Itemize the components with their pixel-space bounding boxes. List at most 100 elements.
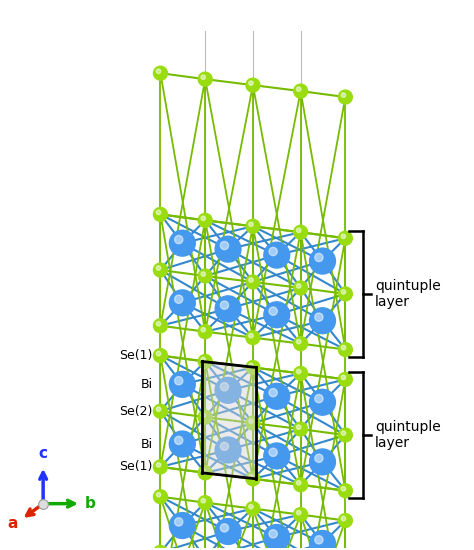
Circle shape: [294, 281, 308, 295]
Circle shape: [341, 431, 346, 436]
Polygon shape: [202, 361, 256, 479]
Circle shape: [215, 236, 241, 262]
Text: Se(1): Se(1): [119, 349, 153, 362]
Text: b: b: [85, 496, 96, 511]
Circle shape: [156, 548, 161, 550]
Circle shape: [198, 72, 212, 86]
Circle shape: [249, 475, 253, 479]
Circle shape: [264, 525, 290, 550]
Circle shape: [201, 413, 205, 417]
Circle shape: [341, 345, 346, 350]
Circle shape: [154, 460, 167, 474]
Circle shape: [201, 216, 205, 221]
Circle shape: [264, 383, 290, 409]
Circle shape: [315, 394, 323, 403]
Circle shape: [338, 287, 352, 301]
Circle shape: [249, 222, 253, 227]
Circle shape: [246, 331, 260, 345]
Circle shape: [249, 333, 253, 338]
Circle shape: [246, 502, 260, 515]
Circle shape: [296, 481, 301, 485]
Circle shape: [310, 531, 336, 550]
Circle shape: [246, 360, 260, 375]
Circle shape: [154, 349, 167, 362]
Circle shape: [156, 492, 161, 497]
Circle shape: [156, 463, 161, 467]
Circle shape: [201, 358, 205, 362]
Circle shape: [220, 383, 228, 391]
Circle shape: [294, 366, 308, 381]
Circle shape: [169, 371, 195, 397]
Circle shape: [154, 546, 167, 550]
Circle shape: [174, 377, 183, 385]
Circle shape: [249, 364, 253, 368]
Circle shape: [338, 90, 352, 104]
Circle shape: [294, 226, 308, 239]
Circle shape: [169, 230, 195, 256]
Circle shape: [174, 436, 183, 444]
Circle shape: [338, 428, 352, 442]
Circle shape: [296, 87, 301, 91]
Circle shape: [249, 419, 253, 424]
Circle shape: [156, 351, 161, 356]
Text: c: c: [39, 446, 48, 461]
Text: Se(2): Se(2): [119, 405, 153, 417]
Circle shape: [310, 449, 336, 475]
Circle shape: [154, 319, 167, 333]
Circle shape: [156, 69, 161, 74]
Circle shape: [201, 272, 205, 276]
Circle shape: [201, 469, 205, 473]
Circle shape: [156, 210, 161, 214]
Text: a: a: [7, 516, 17, 531]
Circle shape: [338, 343, 352, 356]
Circle shape: [174, 295, 183, 304]
Circle shape: [174, 518, 183, 526]
Circle shape: [198, 410, 212, 424]
Circle shape: [154, 490, 167, 504]
Circle shape: [220, 524, 228, 532]
Circle shape: [338, 231, 352, 245]
Circle shape: [246, 416, 260, 430]
Circle shape: [341, 487, 346, 491]
Text: Bi: Bi: [140, 437, 153, 450]
Circle shape: [198, 213, 212, 227]
Circle shape: [341, 375, 346, 379]
Circle shape: [220, 301, 228, 309]
Circle shape: [220, 241, 228, 250]
Circle shape: [201, 498, 205, 503]
Circle shape: [249, 504, 253, 509]
Circle shape: [201, 327, 205, 332]
Circle shape: [315, 313, 323, 321]
Circle shape: [310, 389, 336, 415]
Circle shape: [198, 466, 212, 480]
Circle shape: [246, 78, 260, 92]
Circle shape: [269, 388, 277, 397]
Circle shape: [296, 228, 301, 233]
Text: quintuple
layer: quintuple layer: [375, 420, 441, 450]
Circle shape: [156, 407, 161, 411]
Circle shape: [269, 448, 277, 456]
Text: Se(1): Se(1): [119, 460, 153, 474]
Circle shape: [296, 339, 301, 344]
Circle shape: [315, 536, 323, 544]
Circle shape: [198, 324, 212, 339]
Circle shape: [269, 307, 277, 315]
Circle shape: [310, 248, 336, 274]
Circle shape: [294, 478, 308, 492]
Circle shape: [249, 81, 253, 85]
Circle shape: [154, 404, 167, 418]
Circle shape: [294, 508, 308, 521]
Circle shape: [169, 513, 195, 538]
Circle shape: [154, 207, 167, 221]
Circle shape: [220, 442, 228, 450]
Circle shape: [215, 296, 241, 322]
Circle shape: [246, 219, 260, 233]
Circle shape: [249, 278, 253, 282]
Circle shape: [315, 454, 323, 463]
Circle shape: [264, 443, 290, 469]
Text: quintuple
layer: quintuple layer: [375, 279, 441, 309]
Circle shape: [338, 514, 352, 527]
Circle shape: [215, 519, 241, 544]
Text: Bi: Bi: [140, 378, 153, 391]
Circle shape: [296, 425, 301, 430]
